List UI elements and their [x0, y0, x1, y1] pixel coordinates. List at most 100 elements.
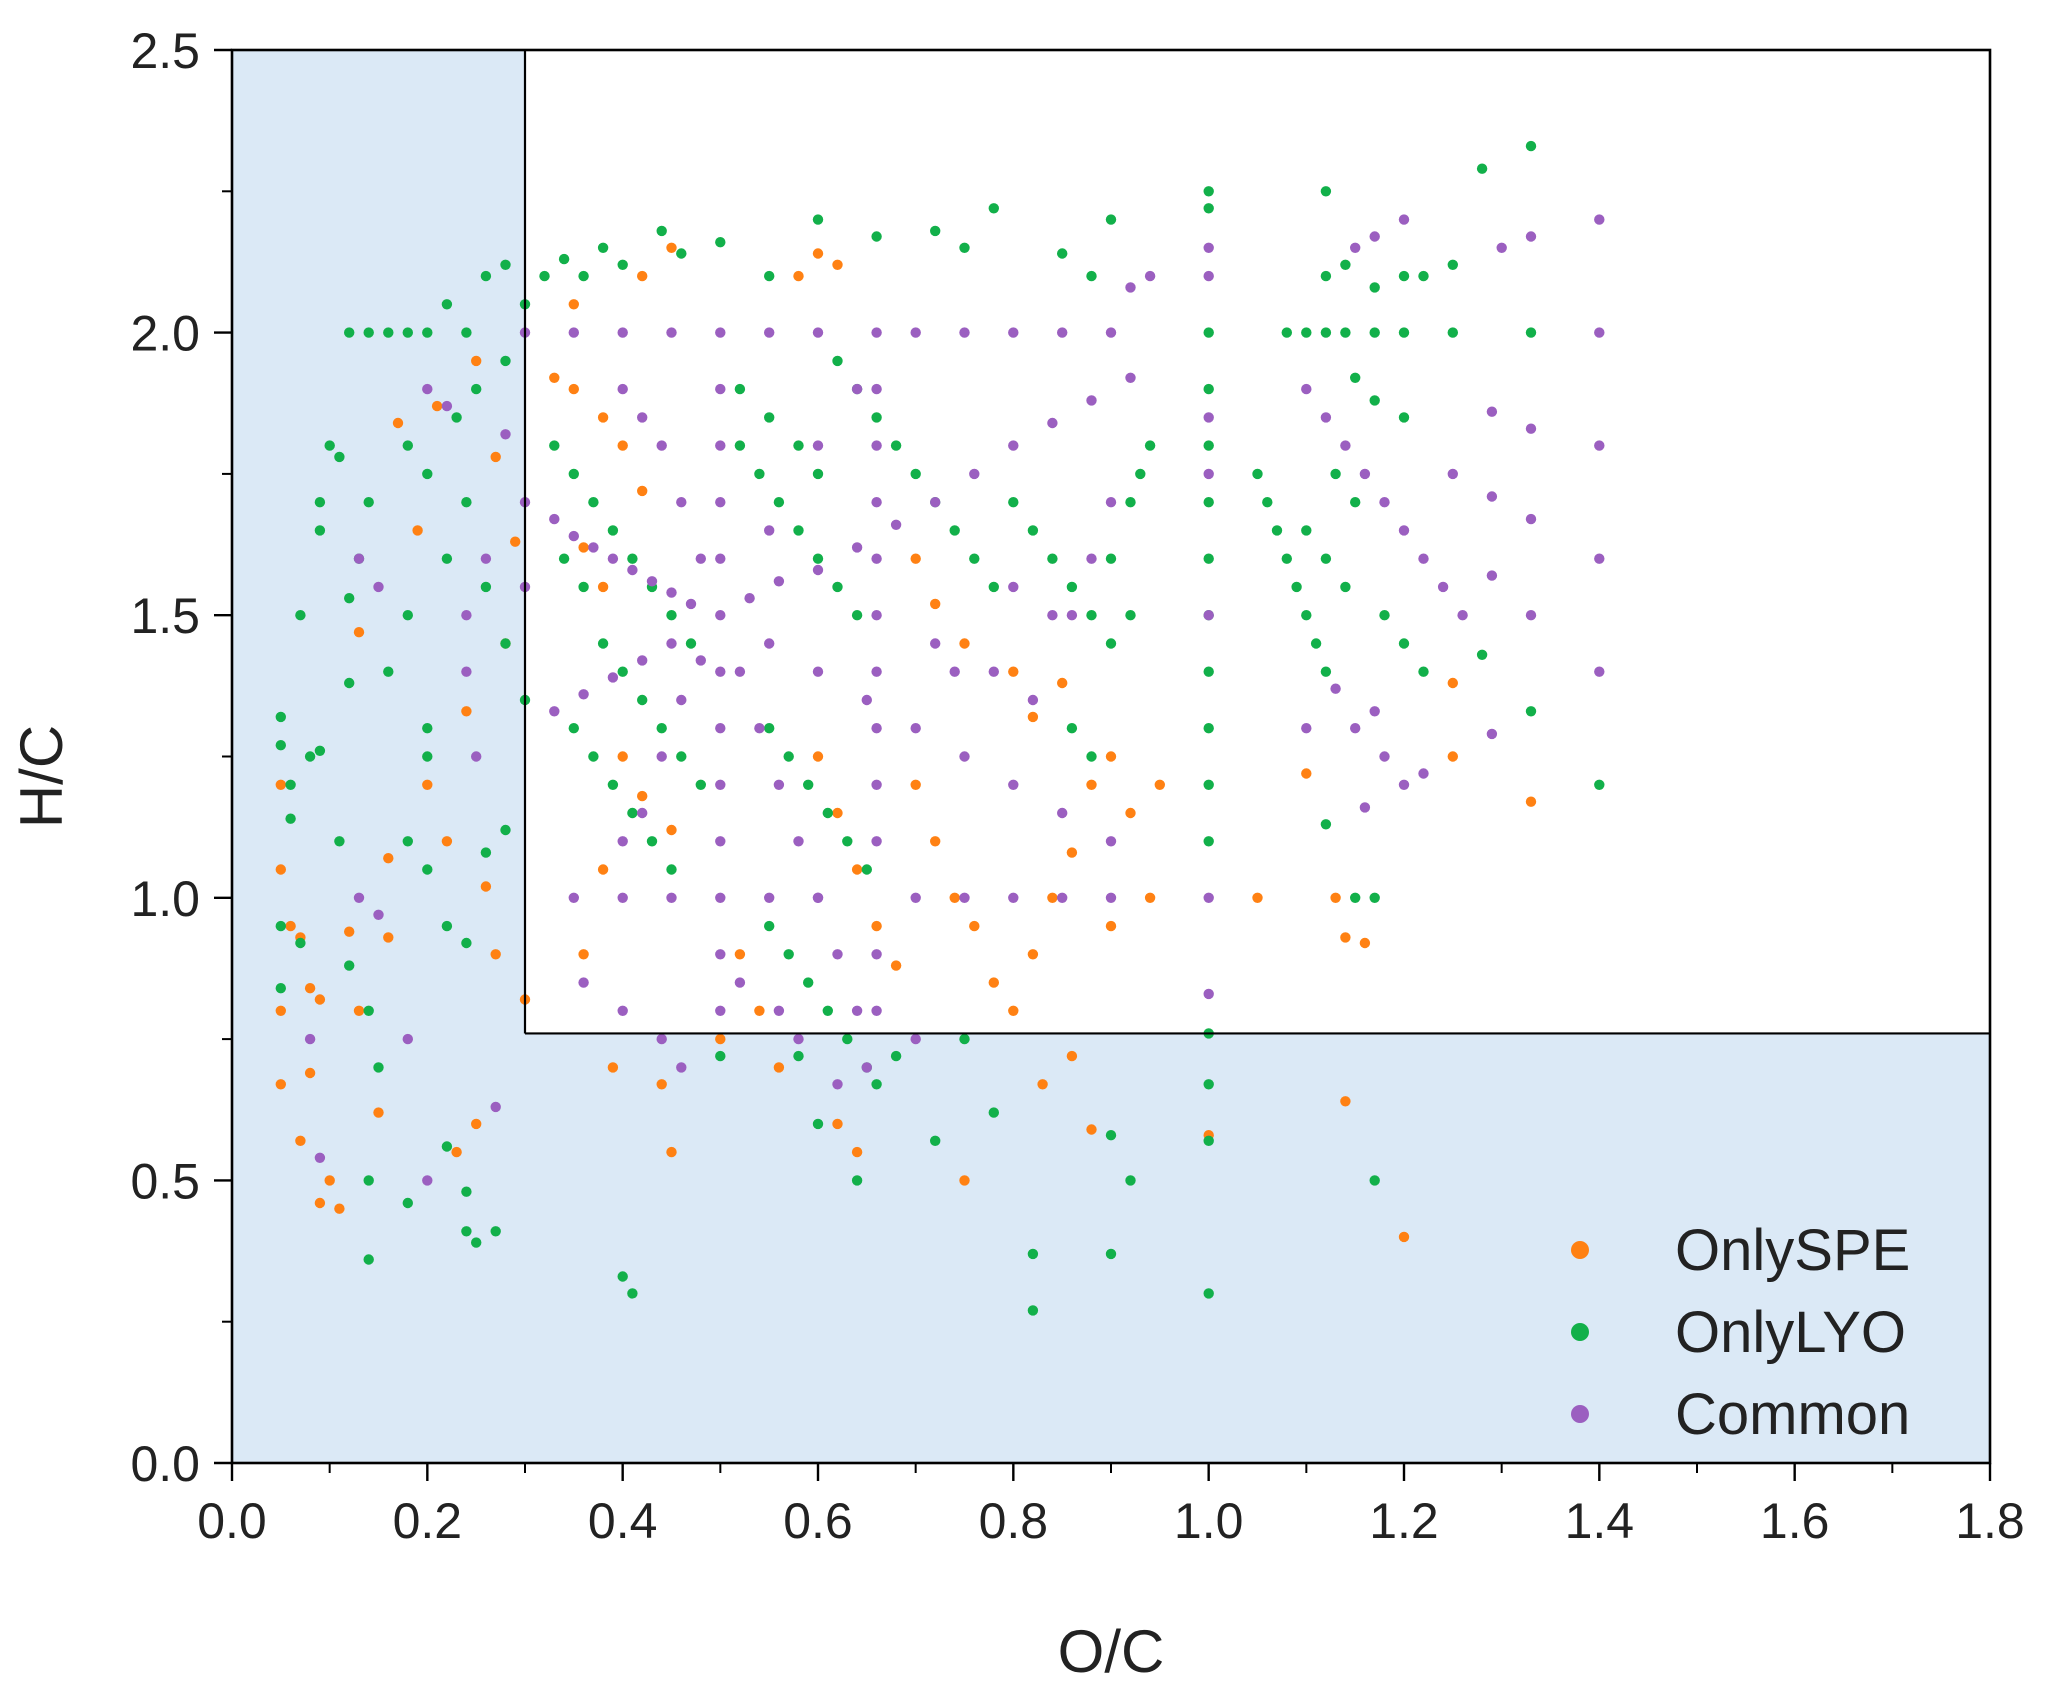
data-point	[812, 892, 824, 903]
data-point	[1105, 751, 1117, 762]
data-point	[597, 638, 609, 649]
data-point	[1486, 491, 1498, 502]
data-point	[1008, 666, 1019, 677]
data-point	[871, 383, 882, 395]
data-point	[676, 1062, 687, 1073]
data-point	[285, 779, 296, 790]
data-point	[715, 949, 726, 960]
data-point	[969, 468, 980, 480]
data-point	[588, 542, 599, 553]
data-point	[1398, 638, 1410, 649]
data-point	[822, 1005, 833, 1016]
data-point	[851, 610, 863, 621]
data-point	[441, 553, 453, 564]
data-point	[1047, 417, 1058, 429]
data-point	[1320, 412, 1332, 423]
data-point	[734, 977, 746, 988]
data-point	[422, 327, 433, 338]
data-point	[1369, 231, 1380, 242]
data-point	[304, 983, 316, 994]
data-point	[1271, 525, 1283, 536]
data-point	[568, 383, 579, 395]
data-point	[1369, 892, 1380, 903]
data-point	[480, 581, 492, 593]
data-point	[666, 892, 677, 903]
data-point	[617, 383, 628, 395]
data-point	[1398, 412, 1410, 423]
data-point	[871, 723, 882, 734]
data-point	[1105, 1130, 1117, 1141]
data-point	[871, 1005, 882, 1016]
data-point	[1008, 327, 1019, 338]
legend-marker	[1571, 1405, 1589, 1423]
data-point	[1105, 497, 1117, 508]
data-point	[910, 723, 921, 734]
data-point	[1203, 412, 1214, 423]
data-point	[715, 723, 726, 734]
data-point	[275, 920, 286, 932]
data-point	[373, 1062, 384, 1073]
data-point	[666, 638, 677, 649]
data-point	[353, 892, 365, 903]
data-point	[1125, 1175, 1136, 1186]
data-point	[1359, 468, 1371, 480]
region-box	[523, 50, 1990, 1035]
data-point	[793, 440, 804, 451]
data-point	[490, 949, 501, 960]
x-tick-label: 1.8	[1955, 1493, 2025, 1549]
data-point	[1203, 1288, 1214, 1299]
data-point	[314, 525, 326, 536]
data-point	[1203, 779, 1214, 790]
data-point	[1154, 779, 1166, 790]
data-point	[1057, 248, 1068, 259]
data-point	[910, 1033, 921, 1045]
data-point	[715, 383, 726, 395]
data-point	[617, 836, 628, 847]
data-point	[1027, 949, 1039, 960]
data-point	[334, 451, 345, 463]
data-point	[1301, 525, 1312, 536]
data-point	[1057, 327, 1068, 338]
data-point	[832, 259, 843, 270]
data-point	[1525, 513, 1537, 525]
data-point	[695, 655, 706, 666]
data-point	[676, 751, 687, 762]
data-point	[1594, 214, 1605, 225]
legend: OnlySPE OnlyLYO Common	[1571, 1218, 1910, 1447]
data-point	[441, 920, 453, 932]
data-point	[1525, 423, 1537, 434]
data-point	[773, 779, 785, 790]
data-point	[646, 836, 658, 847]
data-point	[1105, 553, 1117, 564]
data-point	[1066, 581, 1078, 593]
data-point	[930, 225, 941, 237]
data-point	[539, 270, 550, 282]
data-point	[1457, 610, 1468, 621]
data-point	[1144, 892, 1156, 903]
data-point	[500, 429, 511, 440]
data-point	[832, 949, 843, 960]
data-point	[353, 627, 365, 638]
data-point	[422, 751, 433, 762]
data-point	[1203, 723, 1214, 734]
data-point	[1398, 327, 1410, 338]
data-point	[627, 1288, 638, 1299]
data-point	[1203, 610, 1214, 621]
data-point	[832, 807, 843, 819]
data-point	[637, 485, 648, 497]
data-point	[793, 1033, 804, 1045]
data-point	[637, 694, 648, 706]
data-point	[676, 248, 687, 259]
data-point	[695, 779, 706, 790]
data-point	[617, 440, 628, 451]
data-point	[568, 530, 579, 542]
data-point	[812, 751, 824, 762]
data-point	[832, 1118, 843, 1130]
data-point	[812, 214, 824, 225]
data-point	[1008, 1005, 1019, 1016]
data-point	[685, 598, 697, 610]
data-point	[471, 1118, 482, 1130]
data-point	[1086, 1124, 1097, 1135]
data-point	[461, 1186, 472, 1197]
legend-label: OnlyLYO	[1675, 1300, 1906, 1365]
